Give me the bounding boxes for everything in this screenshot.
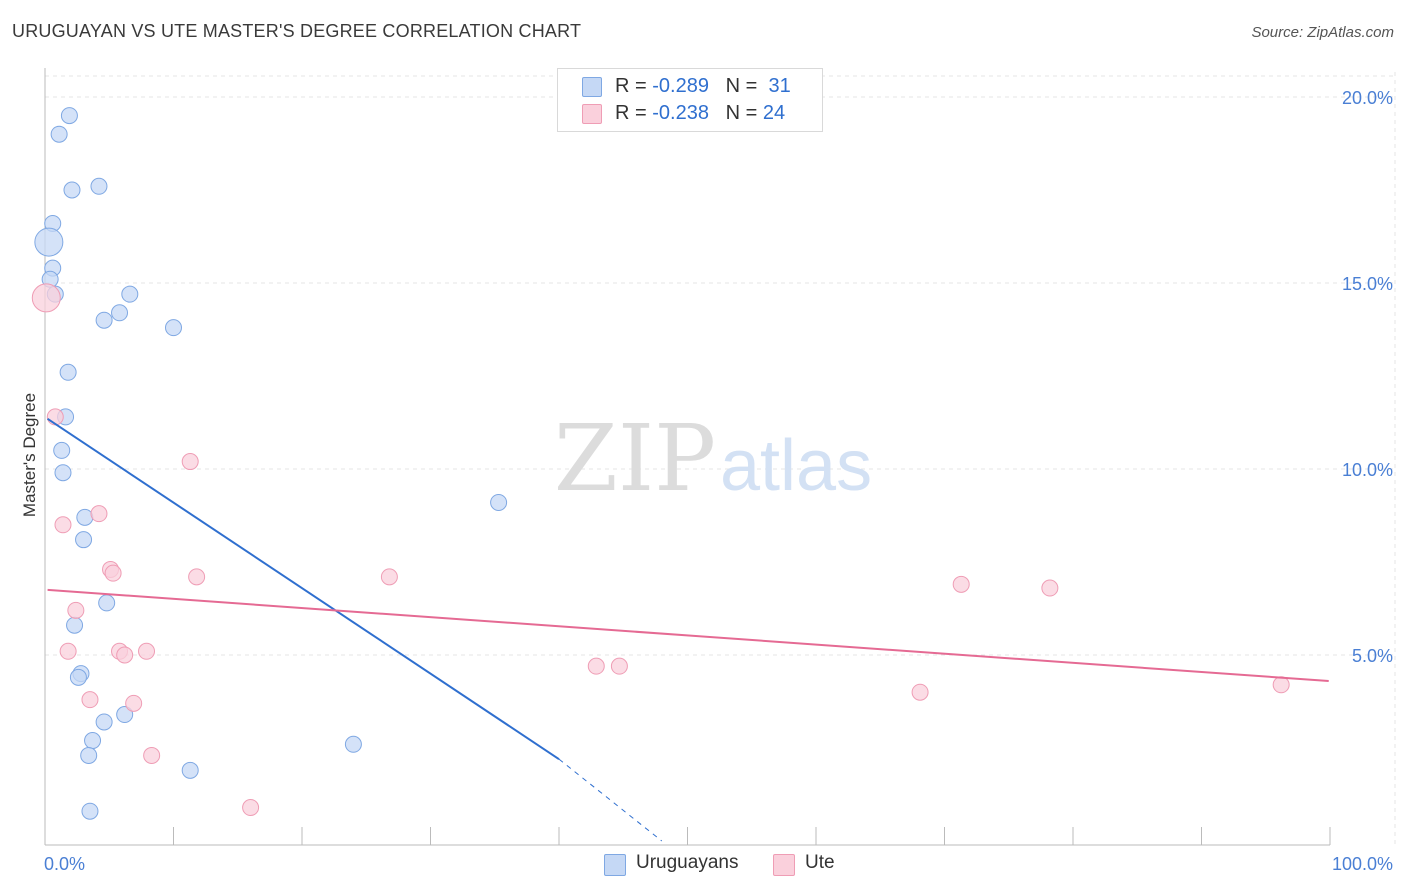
legend-swatch-pink [582,104,602,124]
watermark: ZIP atlas [554,405,872,512]
ute-point [138,642,156,660]
uruguayans-point [53,441,71,459]
uruguayans-point [181,761,199,779]
uruguayans-point [98,594,116,612]
ute-point [1041,579,1059,597]
ute-trend-line [47,588,1329,683]
legend-n-value: 24 [762,102,786,124]
legend-r-value: -0.289 [652,75,709,97]
ute-point [104,564,122,582]
uruguayans-point [50,125,68,143]
uruguayans-point [59,363,77,381]
legend-r-label: R = [615,102,653,124]
ute-point [67,601,85,619]
chart-title: URUGUAYAN VS UTE MASTER'S DEGREE CORRELA… [12,21,582,41]
legend-n-label: N = [725,102,763,124]
y-axis-label: Master's Degree [20,393,39,517]
uruguayans-point [69,668,87,686]
uruguayans-point [54,464,72,482]
ute-point [610,657,628,675]
uruguayans-point [75,531,93,549]
y-tick-label: 15.0% [1342,274,1393,294]
uruguayans-point [116,706,134,724]
watermark-atlas: atlas [720,426,872,506]
uruguayans-point [84,732,102,750]
ute-point [46,408,64,426]
uruguayans-point [66,616,84,634]
ute-point [952,575,970,593]
watermark-zip: ZIP [554,405,716,512]
uruguayans-point [34,227,64,257]
uruguayans-point [95,311,113,329]
legend-r-value: -0.238 [652,102,709,124]
uruguayans-point [95,713,113,731]
legend-r-label: R = [615,75,653,97]
y-tick-label: 5.0% [1352,646,1393,666]
ute-point [81,691,99,709]
ute-point [188,568,206,586]
ute-point [59,642,77,660]
y-tick-label: 20.0% [1342,88,1393,108]
legend-n-label: N = [725,75,763,97]
legend-swatch-blue [582,77,602,97]
uruguayans-point [344,735,362,753]
uruguayans-trend-extension [558,758,663,842]
uruguayans-point [76,508,94,526]
uruguayans-point [81,802,99,820]
ute-point [31,283,61,313]
legend: R = -0.289 N = 31 R = -0.238 N = 24 [557,68,823,132]
legend-n-value: 31 [768,75,791,97]
y-tick-label: 10.0% [1342,460,1393,480]
uruguayans-trend-line [47,417,560,760]
points-layer [31,107,1290,820]
uruguayans-point [121,285,139,303]
bottom-legend-label-ute: Ute [805,852,835,873]
ute-point [143,746,161,764]
uruguayans-point [60,107,78,125]
uruguayans-point [490,493,508,511]
uruguayans-point [111,304,129,322]
ute-point [90,505,108,523]
ute-point [1272,676,1290,694]
x-tick-label: 100.0% [1332,854,1393,874]
x-tick-label: 0.0% [44,854,85,874]
ute-point [242,799,260,817]
uruguayans-point [90,177,108,195]
uruguayans-point [80,746,98,764]
uruguayans-point [63,181,81,199]
bottom-legend-label-uruguayans: Uruguayans [636,852,739,873]
ute-point [911,683,929,701]
ute-point [116,646,134,664]
ute-point [181,453,199,471]
ute-point [125,694,143,712]
axis-layer: 5.0% 10.0% 15.0% 20.0% 0.0% 100.0% [44,68,1393,874]
trend-layer [47,417,1329,842]
ute-point [587,657,605,675]
ute-point [380,568,398,586]
ute-point [54,516,72,534]
source-label: Source: ZipAtlas.com [1251,24,1394,41]
bottom-legend-swatch-pink [773,854,795,876]
bottom-legend-swatch-blue [604,854,626,876]
uruguayans-point [165,319,182,337]
